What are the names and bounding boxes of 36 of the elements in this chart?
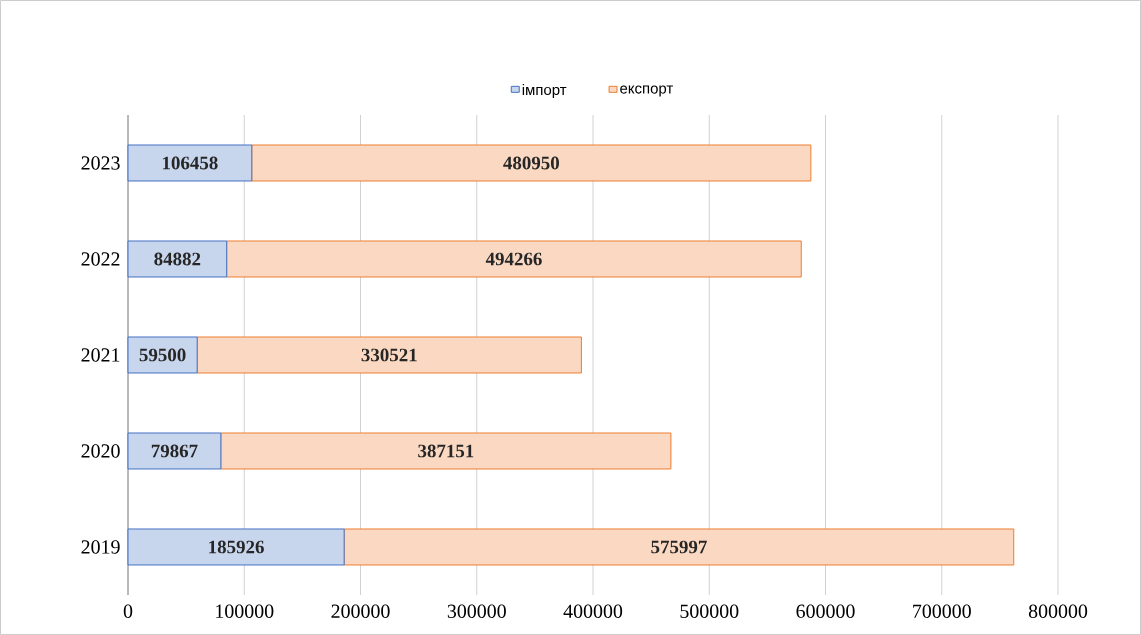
data-label: 480950: [503, 156, 559, 170]
bar: [127, 144, 253, 182]
y-tick-label: 2021: [81, 348, 120, 362]
data-label: 59500: [139, 348, 186, 362]
data-label: 575997: [651, 540, 707, 554]
x-tick-label: 300000: [447, 604, 506, 618]
data-label: 494266: [485, 252, 542, 266]
x-tick-label: 100000: [216, 604, 274, 618]
bar: [127, 240, 228, 278]
y-tick-label: 2023: [81, 156, 120, 170]
x-tick-label: 0: [123, 604, 133, 618]
bar: [196, 336, 582, 374]
data-label: 387151: [418, 444, 474, 458]
x-tick-label: 500000: [680, 604, 739, 618]
data-label: 106458: [163, 156, 218, 170]
bar: [127, 528, 345, 566]
y-tick-label: 2022: [81, 252, 120, 266]
y-tick-label: 2019: [81, 540, 120, 554]
y-tick-label: 2020: [81, 444, 120, 458]
bar: [226, 240, 802, 278]
data-label: 330521: [361, 348, 417, 362]
data-label: 79867: [151, 444, 198, 458]
x-tick-label: 700000: [913, 604, 971, 618]
x-tick-label: 600000: [796, 604, 855, 618]
bar: [220, 432, 672, 470]
bar: [127, 336, 198, 374]
x-tick-label: 200000: [331, 604, 390, 618]
legend-label: експорт: [620, 85, 674, 97]
data-label: 185926: [209, 540, 264, 554]
data-label: 84882: [154, 252, 201, 266]
legend-label: імпорт: [522, 84, 567, 98]
bar: [343, 528, 1015, 566]
x-tick-label: 400000: [563, 604, 623, 618]
bar: [127, 432, 222, 470]
bar: [251, 144, 812, 182]
x-tick-label: 800000: [1028, 604, 1088, 618]
